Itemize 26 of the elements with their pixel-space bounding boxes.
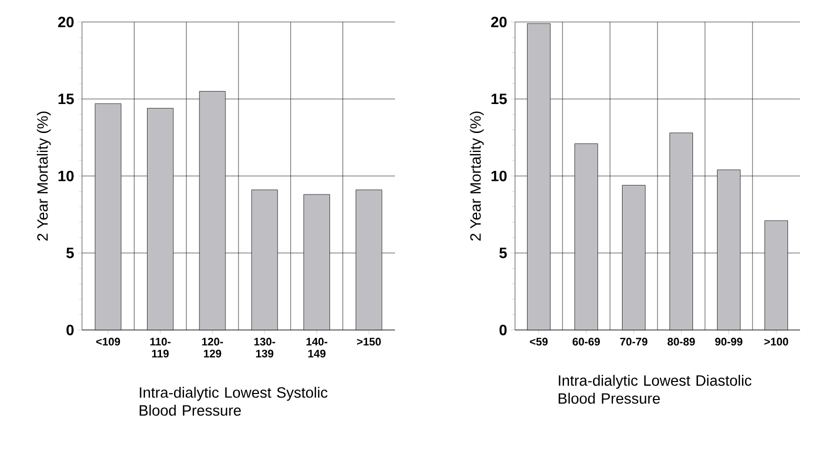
x-tick-label: <109: [96, 338, 120, 346]
x-tick-label: 110-119: [150, 338, 170, 358]
y-tick-label: 10: [492, 170, 507, 182]
y-tick-label: 20: [58, 16, 74, 28]
x-tick-label: <59: [530, 338, 548, 346]
x-tick-label: >150: [357, 338, 381, 346]
y-tick-label: 10: [58, 170, 74, 182]
y-tick-label: 0: [66, 324, 74, 336]
x-axis-title: Intra-dialytic Lowest Diastolic Blood Pressure: [558, 374, 752, 404]
y-axis-title: 2 Year Mortality (%): [36, 112, 51, 241]
y-tick-label: 5: [66, 248, 74, 258]
x-tick-label: 80-89: [668, 338, 695, 346]
y-tick-label: 5: [499, 248, 507, 258]
y-tick-label: 0: [500, 324, 507, 336]
x-axis-title: Intra-dialytic Lowest Systolic Blood Pressure: [140, 386, 328, 416]
x-tick-label: 70-79: [620, 338, 648, 346]
x-tick-label: 60-69: [572, 338, 600, 346]
y-tick-label: 20: [491, 16, 507, 28]
y-axis-title: 2 Year Mortality (%): [470, 112, 484, 241]
y-tick-label: 15: [58, 94, 74, 104]
x-tick-label: >100: [764, 338, 788, 346]
x-tick-label: 90-99: [715, 338, 742, 346]
x-tick-label: 120-129: [202, 338, 223, 358]
x-tick-label: 130-139: [254, 338, 276, 358]
x-tick-label: 140-149: [306, 338, 328, 358]
y-tick-label: 15: [492, 94, 507, 104]
